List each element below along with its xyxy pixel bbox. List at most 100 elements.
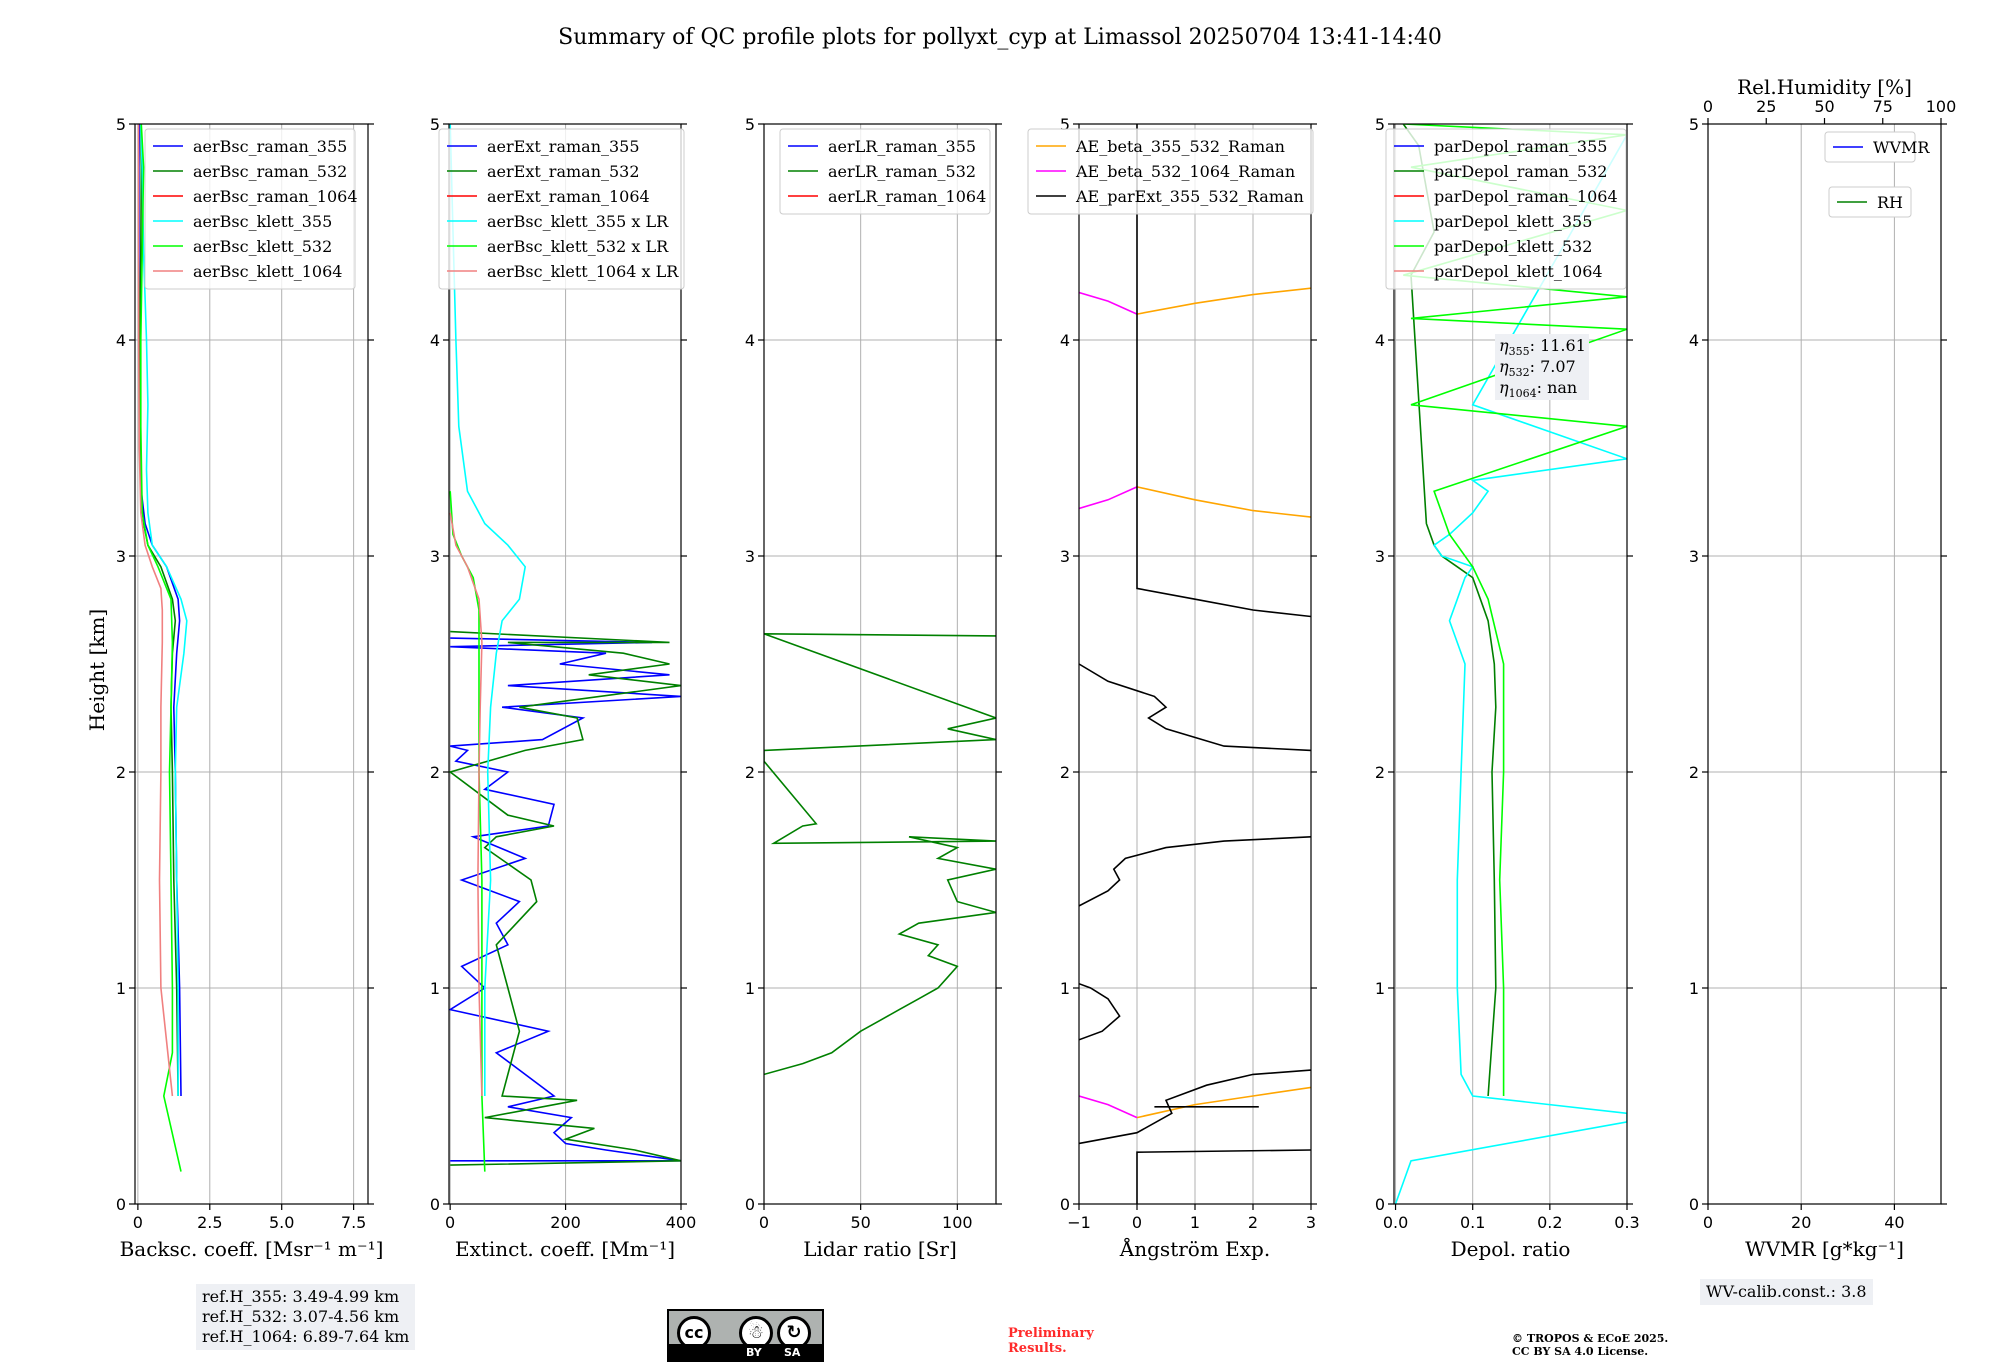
series-line-ae-parext-355-532-raman [1079,1069,1311,1145]
legend-label: aerBsc_klett_532 [193,237,332,256]
legend-label: aerExt_raman_1064 [487,187,650,206]
y-tick-label: 5 [1060,115,1070,134]
legend-box [779,128,991,215]
y-tick-label: 0 [745,1195,755,1214]
x-tick-label: 100 [942,1213,973,1232]
legend-label: aerBsc_klett_355 x LR [487,212,669,231]
x-tick-label: 200 [550,1213,581,1232]
copyright-line-1: © TROPOS & ECoE 2025. [1512,1332,1669,1345]
legend-label: RH [1877,193,1903,212]
x-axis-label: Backsc. coeff. [Msr⁻¹ m⁻¹] [120,1237,384,1261]
x-tick-label: 2 [1248,1213,1258,1232]
legend-label: AE_beta_532_1064_Raman [1075,162,1295,181]
panel-lidar_ratio: 0 50 100 0 1 2 3 4 5 Lidar ratio [Sr] aerLR_raman_… [745,115,1002,1261]
series-line-ae-beta-532-1064-raman [1079,486,1138,510]
top-x-tick-label: 0 [1703,97,1713,116]
x-tick-label: 50 [850,1213,870,1232]
x-tick-label: −1 [1067,1213,1091,1232]
ref-height-355: ref.H_355: 3.49-4.99 km [202,1287,400,1306]
panel-wvmr: 0 20 40 0 1 2 3 4 5 WVMR [g*kg⁻¹] 0 25 50 75 100 Rel.Hu… [1689,75,1956,1261]
series-group [449,124,681,1172]
legend-label: parDepol_raman_1064 [1434,187,1618,206]
series-line-pardepol-klett-532 [1403,124,1627,1096]
legend-label: aerLR_raman_355 [828,137,976,156]
panel-depol: 0.0 0.1 0.2 0.3 0 1 2 3 4 5 Depol. ratio parDepol_r… [1375,115,1640,1261]
x-tick-label: 0 [133,1213,143,1232]
copyright-line-2: CC BY SA 4.0 License. [1512,1345,1649,1358]
series-group [1079,124,1311,1204]
legend-box [144,128,356,290]
reference-height-box: ref.H_355: 3.49-4.99 km ref.H_532: 3.07-… [196,1284,416,1350]
sa-label: SA [784,1346,801,1359]
legend-label: parDepol_raman_532 [1434,162,1607,181]
license-bar [669,1344,822,1360]
top-x-tick-label: 75 [1873,97,1893,116]
top-x-tick-label: 50 [1814,97,1834,116]
panel-backscatter: 0 2.5 5.0 7.5 0 1 2 3 4 5 Backsc. coeff. [Msr⁻¹ m⁻… [116,115,384,1261]
series-line-pardepol-klett-355 [1394,134,1627,1204]
legend-label: aerBsc_raman_1064 [193,187,358,206]
y-tick-label: 1 [1689,979,1699,998]
y-tick-label: 1 [430,979,440,998]
series-line-ae-parext-355-532-raman [1079,982,1121,1041]
y-tick-label: 5 [745,115,755,134]
by-label: BY [746,1346,762,1359]
y-tick-label: 1 [1060,979,1070,998]
legend-label: aerBsc_klett_1064 [193,262,342,281]
legend-box [1828,186,1912,218]
legend-box [1385,128,1627,290]
eta-355: η355: 11.61 [1499,336,1586,358]
legend-label: parDepol_raman_355 [1434,137,1607,156]
y-tick-label: 2 [1375,763,1385,782]
series-line-aerbsc-raman-532 [138,124,179,1097]
legend-label: aerBsc_klett_1064 x LR [487,262,679,281]
legend-label: AE_beta_355_532_Raman [1075,137,1285,156]
legend-label: aerBsc_klett_532 x LR [487,237,669,256]
legend-label: parDepol_klett_1064 [1434,262,1603,281]
axes-frame [1393,123,1628,1205]
x-tick-label: 7.5 [341,1213,366,1232]
y-tick-label: 2 [1060,763,1070,782]
cc-by-sa-icon: cc ☃ ↻ BY SA [667,1309,824,1362]
y-tick-label: 1 [116,979,126,998]
legend-label: aerExt_raman_532 [487,162,640,181]
x-tick-label: 40 [1884,1213,1904,1232]
y-tick-label: 5 [1375,115,1385,134]
y-tick-label: 1 [1375,979,1385,998]
x-axis-label: WVMR [g*kg⁻¹] [1745,1237,1904,1261]
legend-box [1027,128,1314,215]
x-tick-label: 0.3 [1614,1213,1639,1232]
axes-frame [763,123,997,1205]
copyright-note: © TROPOS & ECoE 2025. CC BY SA 4.0 Licen… [1512,1332,1668,1358]
x-tick-label: 0 [1703,1213,1713,1232]
y-tick-label: 4 [116,331,126,350]
y-tick-label: 3 [1060,547,1070,566]
y-tick-label: 4 [430,331,440,350]
legend-label: aerLR_raman_1064 [828,187,986,206]
x-tick-label: 0.2 [1537,1213,1562,1232]
legend-label: aerBsc_klett_355 [193,212,332,231]
x-tick-label: 0.0 [1383,1213,1408,1232]
legend-label: WVMR [1873,138,1930,157]
y-axis-label: Height [km] [85,609,109,731]
x-axis-label: Extinct. coeff. [Mm⁻¹] [455,1237,675,1261]
y-tick-label: 0 [1060,1195,1070,1214]
y-tick-label: 0 [116,1195,126,1214]
y-tick-label: 4 [1689,331,1699,350]
y-tick-label: 4 [745,331,755,350]
x-tick-label: 400 [666,1213,697,1232]
series-line-ae-parext-355-532-raman [1079,836,1311,907]
series-group [137,124,188,1172]
y-tick-label: 2 [745,763,755,782]
y-tick-label: 0 [1689,1195,1699,1214]
series-line-aerbsc-klett-355 [140,124,188,1096]
y-tick-label: 3 [430,547,440,566]
y-tick-label: 3 [1375,547,1385,566]
top-x-tick-label: 25 [1756,97,1776,116]
preliminary-line-2: Results. [1008,1341,1067,1356]
panel-extinction: 0 200 400 0 1 2 3 4 5 Extinct. coeff. [Mm⁻¹] aerEx… [430,115,696,1261]
y-tick-label: 4 [1375,331,1385,350]
x-tick-label: 5.0 [269,1213,294,1232]
series-line-ae-beta-355-532-raman [1136,287,1311,315]
